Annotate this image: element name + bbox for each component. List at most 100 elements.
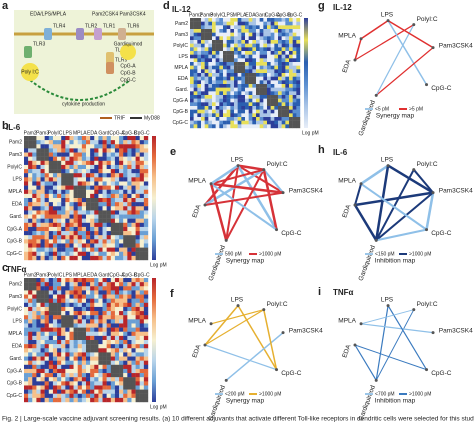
heatmap-cell <box>139 381 145 386</box>
heatmap-cell <box>28 393 33 399</box>
legend-label: <200 pM <box>225 391 245 397</box>
heatmap-cell <box>86 331 91 337</box>
heatmap-cell <box>48 255 54 261</box>
heatmap-cell <box>52 306 58 312</box>
heatmap-cell <box>127 173 132 178</box>
heatmap-cell <box>201 65 205 70</box>
heatmap-cell <box>106 327 111 332</box>
heatmap-cell <box>204 62 209 66</box>
heatmap-cell <box>289 95 293 99</box>
heatmap-cell <box>98 206 103 211</box>
heatmap-cell <box>77 148 83 153</box>
heatmap-cell <box>102 231 107 236</box>
heatmap-cell <box>131 385 136 390</box>
heatmap-cell <box>110 210 116 215</box>
heatmap-cell <box>226 25 231 30</box>
heatmap-cell <box>36 164 41 170</box>
heatmap-cell <box>73 397 78 403</box>
heatmap-cell <box>234 21 238 26</box>
heatmap-cell <box>241 80 246 85</box>
heatmap-cell <box>114 140 120 145</box>
heatmap-cell <box>57 148 62 153</box>
heatmap-cell <box>204 124 209 129</box>
heatmap-cell <box>110 290 116 295</box>
heatmap-cell <box>274 102 279 107</box>
network-edge <box>387 164 434 194</box>
network-edge <box>210 164 239 185</box>
network-edge <box>360 309 414 325</box>
heatmap-cell <box>90 136 95 141</box>
heatmap-cell <box>127 247 132 252</box>
heatmap-cell <box>131 373 136 378</box>
heatmap-cell <box>73 385 78 390</box>
heatmap-cell <box>44 247 49 252</box>
heatmap-cell <box>267 117 271 121</box>
heatmap-cell <box>73 185 78 190</box>
heatmap-cell <box>270 76 275 81</box>
heatmap-cell <box>127 255 132 261</box>
heatmap-cell <box>40 397 45 403</box>
heatmap-cell <box>114 364 120 370</box>
heatmap-cell <box>292 40 297 44</box>
heatmap-cell <box>197 58 202 63</box>
row-label: Pam2 <box>175 21 188 27</box>
heatmap-cell <box>57 331 62 337</box>
ligand-label: EDA/LPS/MPLA <box>30 11 67 17</box>
heatmap-cell <box>24 286 29 291</box>
heatmap-cell <box>237 47 242 52</box>
heatmap-cell <box>143 152 149 157</box>
heatmap-cell <box>139 239 145 244</box>
heatmap-cell <box>77 231 83 236</box>
heatmap-cell <box>127 169 132 174</box>
heatmap-cell <box>131 140 136 145</box>
heatmap-cell <box>57 185 62 190</box>
heatmap-cell <box>36 348 41 353</box>
heatmap-cell <box>57 364 62 370</box>
heatmap-cell <box>267 87 271 92</box>
heatmap-cell <box>143 352 149 357</box>
heatmap-cell <box>281 106 286 110</box>
heatmap-cell <box>86 173 91 178</box>
network-edge <box>204 191 284 206</box>
heatmap-cell <box>219 18 224 22</box>
heatmap-cell <box>256 43 260 48</box>
heatmap-cell <box>86 364 91 370</box>
heatmap-cell <box>248 43 253 48</box>
heatmap-cell <box>263 124 268 129</box>
heatmap-cell <box>256 62 260 66</box>
heatmap-cell <box>57 294 62 299</box>
heatmap-cell <box>77 327 83 332</box>
heatmap-cell <box>131 286 136 291</box>
heatmap-cell <box>110 294 116 299</box>
heatmap-cell <box>292 76 297 81</box>
heatmap-cell <box>139 393 145 399</box>
heatmap-cell <box>193 117 198 121</box>
heatmap-cell <box>44 214 49 219</box>
heatmap-cell <box>57 356 62 361</box>
network-node <box>275 368 279 372</box>
heatmap-cell <box>36 235 41 240</box>
heatmap-cell <box>237 62 242 66</box>
heatmap-cell <box>143 319 149 324</box>
heatmap-cell <box>119 144 124 149</box>
heatmap-cell <box>90 352 95 357</box>
heatmap-cell <box>143 148 149 153</box>
heatmap-cell <box>114 193 120 199</box>
heatmap-cell <box>52 202 58 207</box>
heatmap-cell <box>226 84 231 88</box>
heatmap-cell <box>212 65 216 70</box>
heatmap-cell <box>263 47 268 52</box>
heatmap-cell <box>69 327 74 332</box>
heatmap-cell <box>127 148 132 153</box>
col-label: Pam2 <box>189 12 202 18</box>
heatmap-cell <box>259 106 264 110</box>
heatmap-cell <box>230 40 235 44</box>
heatmap-cell <box>296 58 301 63</box>
heatmap-cell <box>245 69 249 74</box>
heatmap-cell <box>44 198 49 203</box>
heatmap-cell <box>81 140 87 145</box>
heatmap-cell <box>139 226 145 232</box>
heatmap-cell <box>241 62 246 66</box>
heatmap-cell <box>292 95 297 99</box>
heatmap-cell <box>102 393 107 399</box>
